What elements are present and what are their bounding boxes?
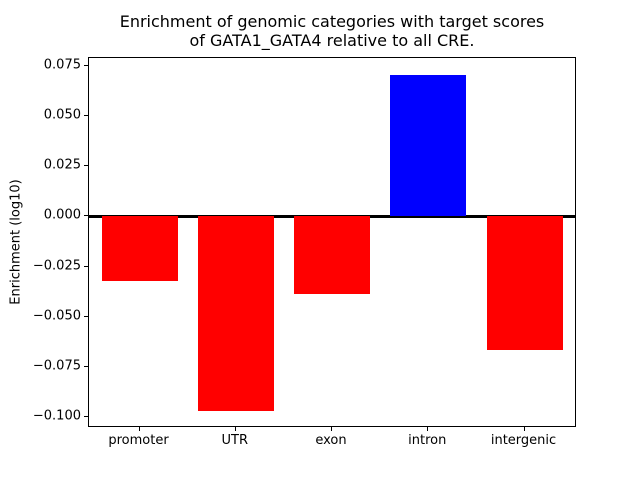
x-tick-label-promoter: promoter [108, 433, 169, 448]
y-tick-mark [84, 365, 88, 367]
y-tick-label: 0.050 [43, 107, 81, 123]
x-tick-label-exon: exon [315, 433, 347, 448]
bar-intergenic [486, 216, 563, 350]
y-tick-mark [84, 265, 88, 267]
bar-intron [390, 74, 467, 217]
x-tick-mark [331, 427, 332, 431]
y-tick-label: −0.075 [32, 358, 81, 374]
bar-exon [294, 216, 370, 294]
y-tick-mark [84, 115, 88, 117]
y-tick-mark [84, 416, 88, 418]
x-tick-label-intron: intron [408, 433, 447, 448]
chart-title: Enrichment of genomic categories with ta… [119, 12, 545, 50]
y-tick-label: −0.025 [32, 258, 81, 274]
y-tick-label: −0.100 [32, 408, 81, 424]
x-tick-mark [523, 427, 525, 431]
y-axis-label: Enrichment (log10) [8, 179, 24, 305]
y-tick-mark [84, 215, 88, 217]
x-tick-label-intergenic: intergenic [490, 433, 557, 448]
y-tick-mark [84, 315, 88, 317]
y-tick-mark [84, 64, 88, 66]
y-tick-label: 0.075 [43, 57, 81, 73]
bar-promoter [101, 216, 178, 281]
y-tick-mark [84, 165, 88, 167]
x-tick-mark [427, 427, 429, 431]
x-tick-label-UTR: UTR [221, 433, 249, 448]
x-tick-mark [138, 427, 140, 431]
y-tick-label: 0.000 [43, 207, 81, 223]
bar-UTR [197, 216, 274, 412]
x-tick-mark [234, 427, 236, 431]
plot-area [88, 57, 576, 427]
y-tick-label: 0.025 [43, 157, 81, 173]
y-tick-label: −0.050 [32, 308, 81, 324]
